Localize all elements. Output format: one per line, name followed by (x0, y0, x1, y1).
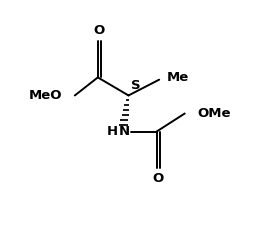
Text: MeO: MeO (29, 89, 62, 102)
Text: O: O (94, 24, 105, 37)
Text: OMe: OMe (198, 107, 231, 120)
Text: Me: Me (167, 71, 189, 84)
Text: H: H (106, 125, 117, 138)
Text: N: N (119, 125, 130, 138)
Text: O: O (153, 172, 164, 185)
Text: S: S (131, 79, 141, 92)
